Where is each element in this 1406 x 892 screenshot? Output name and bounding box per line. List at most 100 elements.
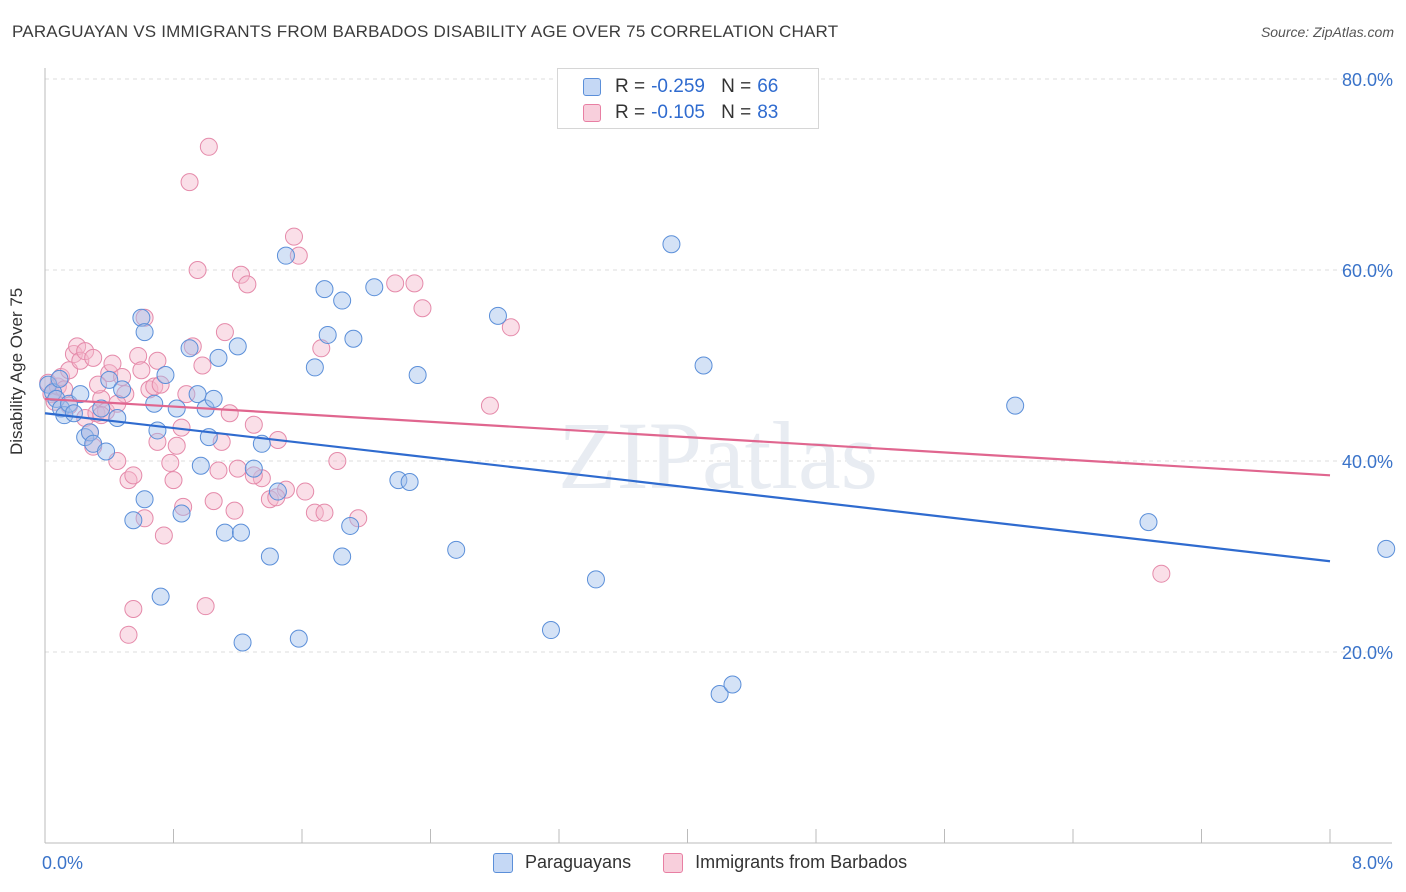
point-paraguayans [135, 323, 154, 342]
point-paraguayans [662, 235, 681, 254]
point-paraguayans [135, 490, 154, 509]
legend-row-barbados: R = -0.105 N = 83 [583, 100, 778, 126]
y-axis-label: Disability Age Over 75 [7, 287, 26, 455]
point-barbados [220, 404, 239, 423]
point-paraguayans [341, 516, 360, 535]
trend-line-paraguayans [44, 412, 1331, 563]
point-paraguayans [276, 246, 295, 265]
trend-lines [44, 397, 1331, 563]
point-paraguayans [710, 685, 729, 704]
point-paraguayans [244, 459, 263, 478]
tick-labels: 20.0% 40.0% 60.0% 80.0% 0.0% 8.0% [42, 70, 1393, 873]
point-paraguayans [365, 278, 384, 297]
point-paraguayans [1139, 513, 1158, 532]
chart-title: PARAGUAYAN VS IMMIGRANTS FROM BARBADOS D… [12, 22, 839, 41]
legend-n-value: 83 [757, 102, 779, 123]
point-paraguayans [167, 399, 186, 418]
point-paraguayans [113, 380, 132, 399]
legend-r-label: R = [615, 76, 646, 97]
point-barbados [45, 392, 64, 411]
point-barbados [289, 246, 308, 265]
y-tick-label: 60.0% [1342, 261, 1393, 281]
point-paraguayans [488, 306, 507, 325]
point-paraguayans [209, 348, 228, 367]
data-points [39, 137, 1396, 704]
point-paraguayans [172, 504, 191, 523]
point-paraguayans [100, 370, 119, 389]
point-barbados [193, 356, 212, 375]
series-legend: Paraguayans Immigrants from Barbados [493, 852, 939, 873]
legend-swatch-barbados [583, 104, 601, 122]
point-paraguayans [64, 404, 83, 423]
point-barbados [167, 436, 186, 455]
y-tick-label: 40.0% [1342, 452, 1393, 472]
point-paraguayans [180, 339, 199, 358]
point-paraguayans [1006, 396, 1025, 415]
point-paraguayans [315, 280, 334, 299]
point-barbados [244, 415, 263, 434]
correlation-legend: R = -0.259 N = 66 R = -0.105 N = 83 [557, 68, 819, 129]
point-paraguayans [204, 389, 223, 408]
point-barbados [119, 625, 138, 644]
point-paraguayans [191, 456, 210, 475]
point-barbados [180, 173, 199, 192]
point-barbados [1152, 564, 1171, 583]
point-paraguayans [228, 337, 247, 356]
legend-swatch-paraguayans [493, 852, 513, 873]
point-barbados [305, 503, 324, 522]
point-barbados [386, 274, 405, 293]
watermark: ZIPatlas [558, 402, 878, 509]
point-paraguayans [71, 385, 90, 404]
point-barbados [154, 526, 173, 545]
point-barbados [244, 466, 263, 485]
point-paraguayans [215, 523, 234, 542]
legend-r-value: -0.105 [651, 102, 705, 123]
axes [44, 68, 1392, 844]
point-barbados [164, 471, 183, 490]
point-paraguayans [694, 356, 713, 375]
point-barbados [284, 227, 303, 246]
point-barbados [501, 318, 520, 337]
point-paraguayans [289, 629, 308, 648]
point-paraguayans [92, 399, 111, 418]
point-paraguayans [132, 308, 151, 327]
legend-r-value: -0.259 [651, 76, 705, 97]
point-barbados [225, 501, 244, 520]
point-paraguayans [723, 675, 742, 694]
point-paraguayans [268, 482, 287, 501]
legend-item-paraguayans[interactable]: Paraguayans [493, 852, 631, 873]
point-barbados [231, 265, 250, 284]
point-barbados [188, 261, 207, 279]
legend-swatch-paraguayans [583, 78, 601, 96]
point-paraguayans [447, 540, 466, 559]
point-paraguayans [124, 511, 143, 530]
point-barbados [174, 497, 193, 516]
legend-label-paraguayans: Paraguayans [525, 852, 632, 872]
y-tick-label: 80.0% [1342, 70, 1393, 90]
legend-n-label: N = [721, 102, 752, 123]
point-paraguayans [389, 471, 408, 490]
point-barbados [140, 380, 159, 399]
point-paraguayans [231, 523, 250, 542]
point-barbados [413, 299, 432, 318]
point-paraguayans [145, 394, 164, 413]
point-barbados [228, 459, 247, 478]
legend-row-paraguayans: R = -0.259 N = 66 [583, 74, 778, 100]
legend-r-label: R = [615, 102, 646, 123]
point-paraguayans [156, 366, 175, 385]
point-paraguayans [108, 409, 127, 428]
point-paraguayans [80, 423, 99, 442]
point-barbados [135, 509, 154, 528]
point-barbados [199, 137, 218, 156]
point-barbados [119, 471, 138, 490]
point-paraguayans [1377, 539, 1396, 558]
point-paraguayans [333, 547, 352, 566]
point-barbados [405, 274, 424, 293]
point-barbados [129, 346, 148, 365]
point-paraguayans [318, 325, 337, 344]
legend-item-barbados[interactable]: Immigrants from Barbados [663, 852, 907, 873]
x-tick-label: 0.0% [42, 853, 83, 873]
point-barbados [480, 396, 499, 415]
point-barbados [238, 275, 257, 294]
